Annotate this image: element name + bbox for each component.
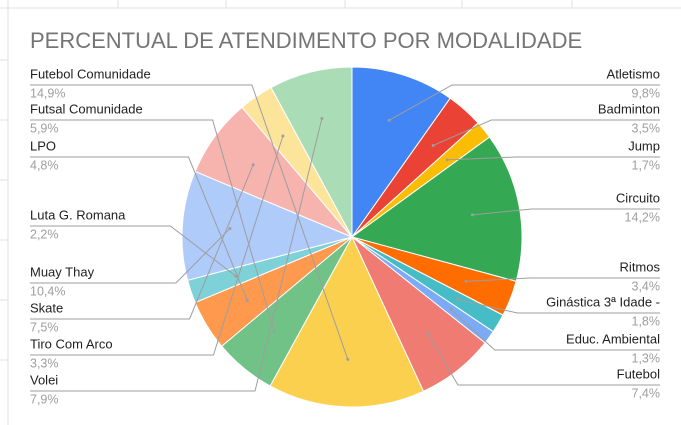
leader-dot <box>431 143 435 147</box>
slice-label: Ritmos <box>620 259 661 274</box>
leader-dot <box>272 330 276 334</box>
slice-value-label: 2,2% <box>30 227 59 241</box>
slice-label: Educ. Ambiental <box>566 331 660 346</box>
slice-label: Badminton <box>598 101 660 116</box>
slice-label: Ginástica 3ª Idade - <box>546 294 660 309</box>
leader-dot <box>228 227 232 231</box>
slice-label: LPO <box>30 138 56 153</box>
leader-line <box>30 225 237 277</box>
leader-dot <box>470 213 474 217</box>
leader-line <box>30 118 323 392</box>
slice-label: Tiro Com Arco <box>30 336 113 351</box>
leader-dot <box>320 116 324 120</box>
slice-label: Luta G. Romana <box>30 207 126 222</box>
leader-line <box>30 135 284 356</box>
leader-line <box>447 156 660 161</box>
slice-label: Circuito <box>616 190 660 205</box>
leader-line <box>388 84 660 121</box>
slice-label: Futebol Comunidade <box>30 66 151 81</box>
leader-line <box>30 164 254 320</box>
slice-label: Skate <box>30 300 63 315</box>
slice-value-label: 3,5% <box>632 121 661 135</box>
pie-slice <box>269 235 425 408</box>
pie-slice <box>270 66 353 238</box>
slice-value-label: 4,8% <box>30 158 59 172</box>
leader-line <box>30 156 248 301</box>
slice-value-label: 1,8% <box>632 314 661 328</box>
leader-dot <box>455 297 459 301</box>
leader-line <box>30 119 275 332</box>
slice-value-label: 7,9% <box>30 392 59 406</box>
slice-value-label: 7,4% <box>632 386 661 400</box>
leader-line <box>457 298 660 314</box>
slice-value-label: 7,5% <box>30 320 59 334</box>
leader-dot <box>281 134 285 138</box>
leader-dot <box>251 163 255 167</box>
leader-dot <box>426 331 430 335</box>
slice-label: Muay Thay <box>30 264 95 279</box>
slice-value-label: 1,7% <box>632 158 661 172</box>
leader-dot <box>245 299 249 303</box>
slice-label: Atletismo <box>607 66 660 81</box>
slice-value-label: 3,4% <box>632 279 661 293</box>
slice-value-label: 5,9% <box>30 121 59 135</box>
slice-value-label: 14,9% <box>30 86 65 100</box>
slice-value-label: 9,8% <box>632 86 661 100</box>
slice-label: Futsal Comunidade <box>30 101 143 116</box>
pie-slice <box>350 136 523 282</box>
leader-dot <box>464 279 468 283</box>
pie-slice <box>351 66 451 239</box>
leader-line <box>433 119 660 146</box>
slice-label: Jump <box>628 138 660 153</box>
leader-line <box>427 332 660 386</box>
pie-slice <box>181 170 354 281</box>
leader-line <box>30 228 231 284</box>
leader-line <box>30 84 349 360</box>
leader-line <box>466 277 660 282</box>
leader-line <box>450 308 660 351</box>
leader-dot <box>387 118 391 122</box>
slice-value-label: 1,3% <box>632 351 661 365</box>
leader-dot <box>445 158 449 162</box>
leader-line <box>472 208 660 216</box>
slice-label: Futebol <box>617 366 660 381</box>
leader-dot <box>449 307 453 311</box>
slice-value-label: 3,3% <box>30 356 59 370</box>
slice-value-label: 14,2% <box>625 210 660 224</box>
slice-value-label: 10,4% <box>30 284 65 298</box>
leader-dot <box>346 357 350 361</box>
chart-title: PERCENTUAL DE ATENDIMENTO POR MODALIDADE <box>30 28 582 53</box>
slice-label: Volei <box>30 372 58 387</box>
